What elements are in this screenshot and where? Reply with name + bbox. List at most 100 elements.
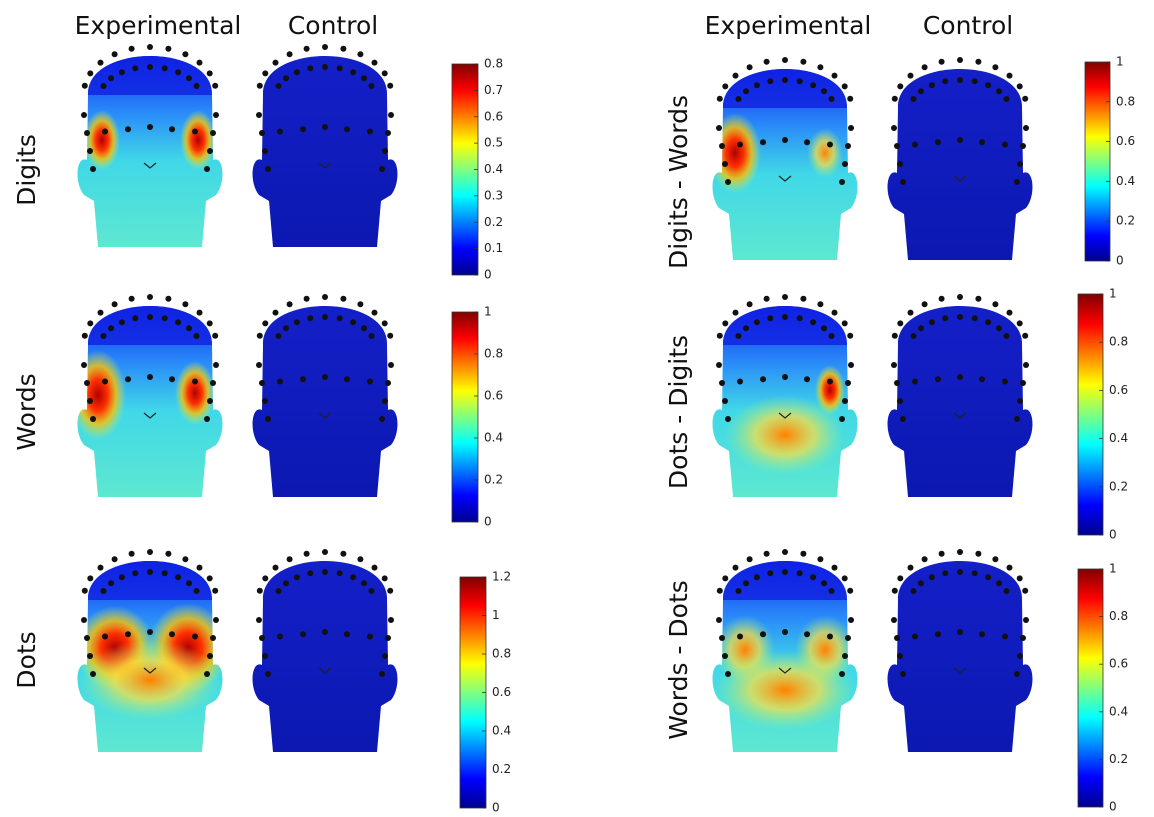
electrode: [277, 379, 283, 385]
electrode: [897, 83, 903, 89]
electrode: [262, 70, 268, 76]
electrode: [733, 73, 739, 79]
electrode: [102, 129, 108, 135]
electrode: [207, 653, 213, 659]
row-label: Words: [12, 373, 41, 450]
electrode: [300, 126, 306, 132]
electrode: [722, 320, 728, 326]
electrode: [736, 588, 742, 594]
activation: [70, 350, 126, 440]
electrode: [379, 416, 385, 422]
colorbar-tick-label: 1.2: [492, 570, 511, 584]
electrode: [891, 362, 897, 368]
colorbar-tick-label: 0.8: [492, 647, 511, 661]
electrode: [782, 629, 788, 635]
electrode: [147, 314, 153, 320]
electrode: [388, 362, 394, 368]
electrode: [132, 65, 138, 71]
electrode: [725, 416, 731, 422]
electrode: [929, 82, 935, 88]
electrode: [743, 88, 749, 94]
electrode: [908, 565, 914, 571]
electrode: [1007, 310, 1013, 316]
electrode: [760, 139, 766, 145]
electrode: [829, 96, 835, 102]
electrode: [979, 376, 985, 382]
electrode: [839, 179, 845, 185]
electrode: [262, 148, 268, 154]
electrode: [845, 143, 851, 149]
colorbar-tick-label: 0.2: [484, 473, 503, 487]
electrode: [108, 325, 114, 331]
electrode: [716, 125, 722, 131]
electrode: [892, 333, 898, 339]
electrode: [385, 380, 391, 386]
electrode: [782, 314, 788, 320]
electrode: [265, 166, 271, 172]
electrode: [119, 574, 125, 580]
electrode: [367, 379, 373, 385]
electrode: [262, 575, 268, 581]
electrode: [257, 83, 263, 89]
head-experimental: [70, 294, 230, 497]
electrode: [256, 112, 262, 118]
electrode: [894, 635, 900, 641]
colorbar-tick-label: 0.4: [484, 431, 503, 445]
electrode: [804, 139, 810, 145]
electrode: [764, 551, 770, 557]
row-label: Digits - Words: [664, 95, 693, 269]
electrode: [939, 296, 945, 302]
electrode: [87, 148, 93, 154]
electrode: [207, 398, 213, 404]
electrode: [975, 296, 981, 302]
electrode: [979, 631, 985, 637]
head-shape: [888, 561, 1033, 752]
activation: [80, 640, 220, 720]
electrode: [1004, 588, 1010, 594]
activation: [725, 395, 845, 475]
electrode: [82, 333, 88, 339]
head-control: [888, 549, 1033, 752]
electrode: [912, 634, 918, 640]
electrode: [760, 631, 766, 637]
electrode: [340, 46, 346, 52]
electrode: [379, 166, 385, 172]
electrode: [129, 551, 135, 557]
electrode: [918, 580, 924, 586]
electrode: [957, 314, 963, 320]
electrode: [192, 129, 198, 135]
electrode: [992, 301, 998, 307]
colorbar-tick-label: 0.6: [484, 109, 503, 123]
electrode: [1022, 333, 1028, 339]
electrode: [361, 580, 367, 586]
electrode: [804, 631, 810, 637]
electrode: [1023, 125, 1029, 131]
electrode: [108, 580, 114, 586]
electrode: [382, 148, 388, 154]
electrode: [344, 126, 350, 132]
head-control: [888, 294, 1033, 497]
electrode: [725, 671, 731, 677]
electrode: [382, 70, 388, 76]
colorbar-tick-label: 0: [484, 268, 492, 282]
electrode: [845, 380, 851, 386]
electrode: [821, 88, 827, 94]
head-experimental: [705, 549, 865, 752]
colorbar-tick-label: 0.2: [484, 215, 503, 229]
electrode: [1017, 575, 1023, 581]
electrode: [262, 653, 268, 659]
electrode: [81, 362, 87, 368]
electrode: [112, 556, 118, 562]
electrode: [719, 143, 725, 149]
electrode: [1017, 653, 1023, 659]
colorbar-tick-label: 0.2: [1109, 479, 1128, 493]
electrode: [388, 112, 394, 118]
electrode: [283, 75, 289, 81]
electrode: [897, 575, 903, 581]
electrode: [1022, 588, 1028, 594]
electrode: [985, 574, 991, 580]
electrode: [182, 51, 188, 57]
electrode: [782, 137, 788, 143]
colorbar-tick-label: 0.2: [492, 762, 511, 776]
electrode: [722, 575, 728, 581]
